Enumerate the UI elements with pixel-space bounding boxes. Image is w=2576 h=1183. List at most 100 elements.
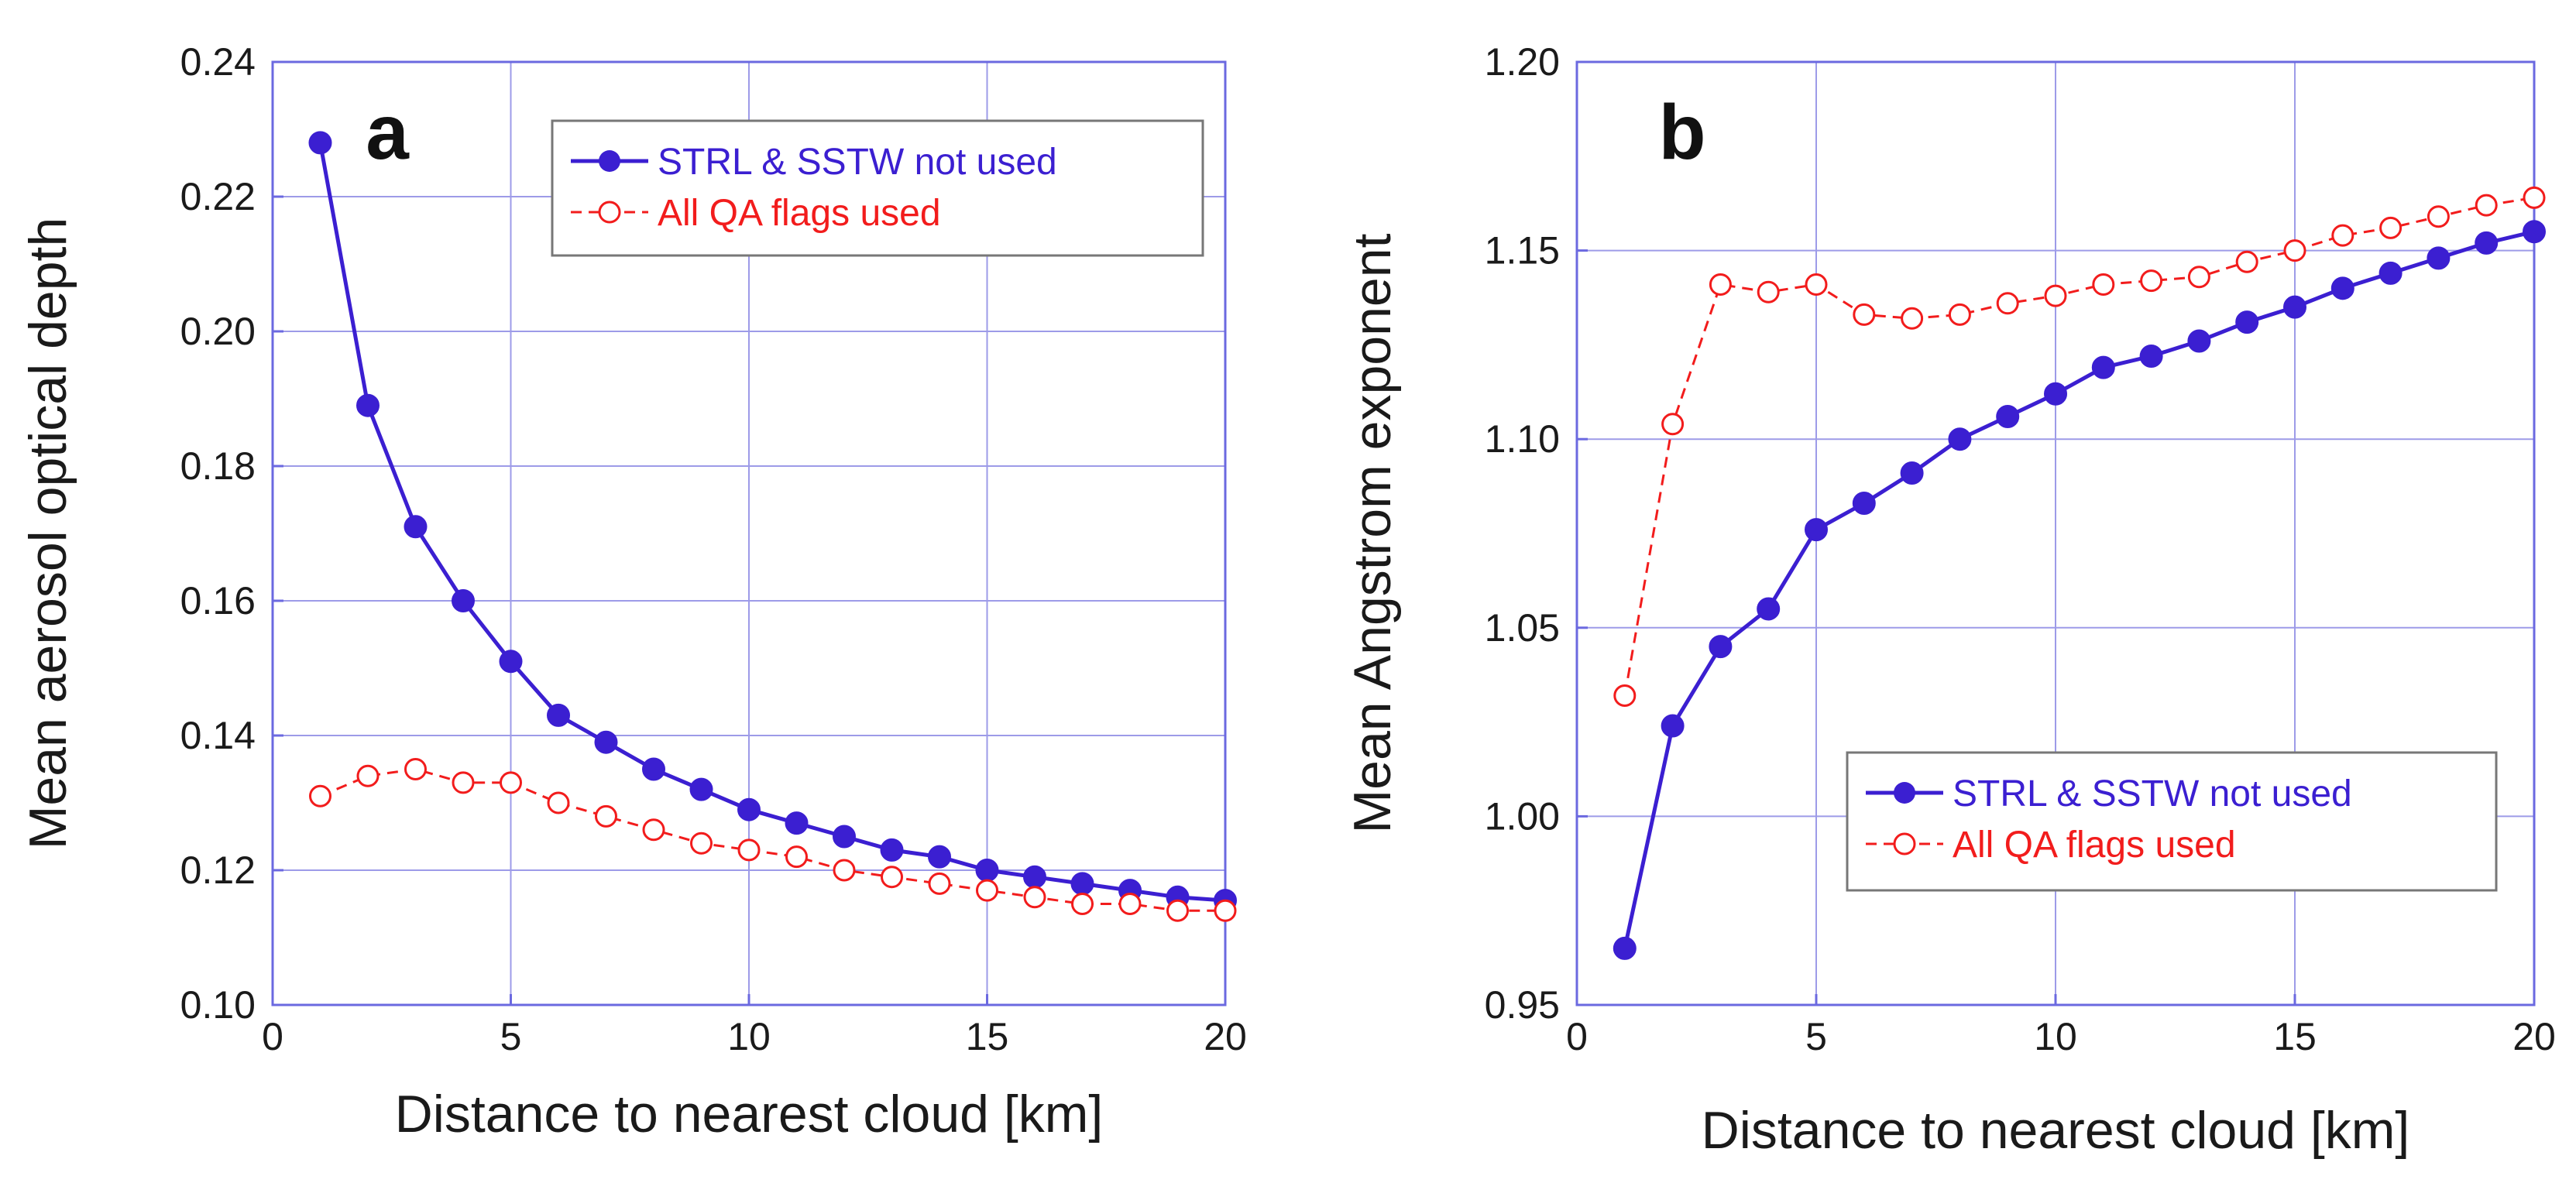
legend-box <box>551 119 1204 257</box>
x-tick-label: 0 <box>262 1015 283 1058</box>
legend-label: STRL & SSTW not used <box>658 142 1057 183</box>
y-tick-label: 1.00 <box>1485 794 1560 838</box>
y-tick-label: 1.10 <box>1485 417 1560 461</box>
data-point <box>1805 518 1828 542</box>
y-tick-label: 0.22 <box>180 175 256 218</box>
legend-label: All QA flags used <box>658 193 941 234</box>
data-point <box>976 879 998 902</box>
x-tick-label: 15 <box>966 1015 1009 1058</box>
data-point <box>642 757 665 781</box>
y-tick-label: 0.12 <box>180 849 256 892</box>
data-point <box>689 777 713 801</box>
data-point <box>1023 886 1046 909</box>
data-point <box>308 131 332 155</box>
data-point <box>1214 899 1237 922</box>
panel-b: 0 5 10 15 20 0.95 1.00 1.05 1.10 1.15 1.20 Distance… <box>1343 40 2556 1160</box>
y-axis-label: Mean aerosol optical depth <box>19 218 77 850</box>
data-point <box>2427 246 2451 270</box>
data-point <box>785 845 808 869</box>
legend-box <box>1846 751 2498 892</box>
y-tick-label: 0.24 <box>180 40 256 84</box>
data-point <box>1613 936 1637 960</box>
data-point <box>1070 872 1094 896</box>
data-point <box>2283 295 2306 319</box>
data-point <box>1023 865 1046 889</box>
data-point <box>2187 266 2210 289</box>
data-point <box>2331 224 2354 247</box>
data-point <box>2379 261 2403 285</box>
data-point <box>2091 355 2115 379</box>
data-point <box>1996 292 2019 315</box>
data-point <box>785 811 809 835</box>
x-tick-label: 15 <box>2273 1015 2317 1058</box>
data-point <box>1757 597 1781 621</box>
x-tick-label: 10 <box>727 1015 771 1058</box>
data-point <box>975 859 999 882</box>
y-tick-label: 0.16 <box>180 579 256 622</box>
data-point <box>1661 714 1685 738</box>
legend-marker <box>1894 782 1915 804</box>
data-point <box>1948 303 1971 326</box>
data-point <box>690 832 713 855</box>
x-tick-label: 20 <box>2512 1015 2556 1058</box>
data-point <box>928 872 951 895</box>
x-tick-label: 0 <box>1566 1015 1588 1058</box>
data-point <box>1996 404 2020 428</box>
data-point <box>356 393 380 417</box>
data-point <box>1613 684 1637 707</box>
data-point <box>499 650 523 674</box>
legend-label: All QA flags used <box>1953 825 2236 866</box>
data-point <box>2139 345 2163 369</box>
series-all-qa-flags-used <box>309 758 1237 922</box>
data-point <box>1900 461 1924 485</box>
x-tick-label: 5 <box>1805 1015 1827 1058</box>
data-point <box>833 825 856 849</box>
data-point <box>2475 231 2499 255</box>
data-point <box>1071 893 1094 915</box>
x-axis-label: Distance to nearest cloud [km] <box>1702 1101 2410 1160</box>
data-point <box>737 838 761 862</box>
data-point <box>1805 273 1828 296</box>
data-point <box>452 589 475 612</box>
data-point <box>1853 303 1876 326</box>
data-point <box>594 730 618 754</box>
data-point <box>881 866 903 889</box>
data-point <box>2283 239 2306 262</box>
data-point <box>2523 220 2546 244</box>
data-point <box>2235 250 2258 273</box>
series-strl-sstw-not-used <box>1613 220 2546 960</box>
legend-label: STRL & SSTW not used <box>1953 773 2352 814</box>
data-point <box>2379 216 2403 239</box>
data-point <box>1709 273 1732 296</box>
data-point <box>1757 280 1780 303</box>
data-point <box>452 771 475 794</box>
data-point <box>880 838 904 862</box>
data-point <box>1118 893 1142 915</box>
data-point <box>2523 186 2546 209</box>
x-axis-label: Distance to nearest cloud [km] <box>395 1085 1104 1144</box>
legend-marker <box>598 201 621 224</box>
legend: STRL & SSTW not used All QA flags used <box>551 119 1204 257</box>
data-point <box>2187 329 2211 353</box>
y-axis-label: Mean Angstrom exponent <box>1343 233 1402 833</box>
data-point <box>2427 205 2450 228</box>
series-all-qa-flags-used <box>1613 186 2546 707</box>
x-tick-label: 10 <box>2034 1015 2077 1058</box>
data-point <box>2092 273 2115 296</box>
y-tick-label: 0.14 <box>180 714 256 757</box>
data-point <box>1166 899 1189 922</box>
data-point <box>1709 635 1733 659</box>
legend-marker <box>1893 832 1916 856</box>
x-tick-label: 5 <box>500 1015 522 1058</box>
data-point <box>2140 269 2163 293</box>
data-point <box>595 804 617 828</box>
panel-a: 0 5 10 15 20 0.10 0.12 0.14 0.16 0.18 0.20 0.22 0.24… <box>19 40 1247 1144</box>
data-point <box>309 784 331 808</box>
panel-letter: a <box>366 89 410 176</box>
data-point <box>404 515 428 539</box>
y-tick-label: 0.10 <box>180 983 256 1027</box>
data-point <box>1852 492 1876 516</box>
data-point <box>642 818 665 842</box>
legend-marker <box>599 150 620 172</box>
